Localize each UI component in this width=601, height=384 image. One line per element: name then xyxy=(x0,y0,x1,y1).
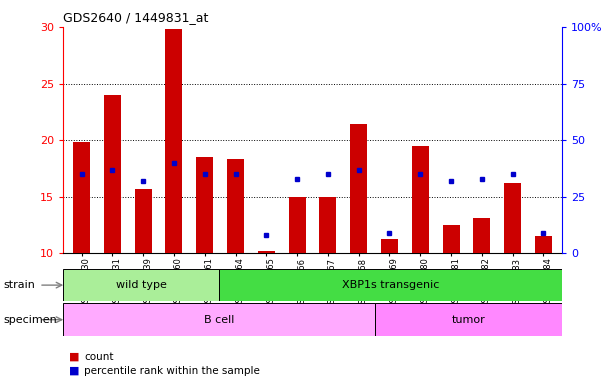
Bar xyxy=(350,124,367,253)
Text: ■: ■ xyxy=(69,366,79,376)
Bar xyxy=(375,303,562,336)
Bar xyxy=(197,157,213,253)
Bar xyxy=(535,237,552,253)
Bar xyxy=(227,159,244,253)
Text: specimen: specimen xyxy=(3,314,56,325)
Bar xyxy=(258,251,275,253)
Bar xyxy=(442,225,460,253)
Text: ■: ■ xyxy=(69,352,79,362)
Bar xyxy=(135,189,151,253)
Bar xyxy=(381,239,398,253)
Bar xyxy=(104,95,121,253)
Bar xyxy=(288,197,305,253)
Text: strain: strain xyxy=(3,280,35,290)
Bar xyxy=(63,269,219,301)
Bar xyxy=(474,218,490,253)
Text: GDS2640 / 1449831_at: GDS2640 / 1449831_at xyxy=(63,12,209,25)
Bar xyxy=(412,146,429,253)
Text: wild type: wild type xyxy=(115,280,166,290)
Bar xyxy=(165,29,183,253)
Bar xyxy=(63,303,375,336)
Text: percentile rank within the sample: percentile rank within the sample xyxy=(84,366,260,376)
Bar xyxy=(73,142,90,253)
Text: tumor: tumor xyxy=(451,314,485,325)
Text: B cell: B cell xyxy=(204,314,234,325)
Text: XBP1s transgenic: XBP1s transgenic xyxy=(342,280,439,290)
Bar xyxy=(320,197,337,253)
Bar xyxy=(219,269,562,301)
Bar xyxy=(504,183,521,253)
Text: count: count xyxy=(84,352,114,362)
